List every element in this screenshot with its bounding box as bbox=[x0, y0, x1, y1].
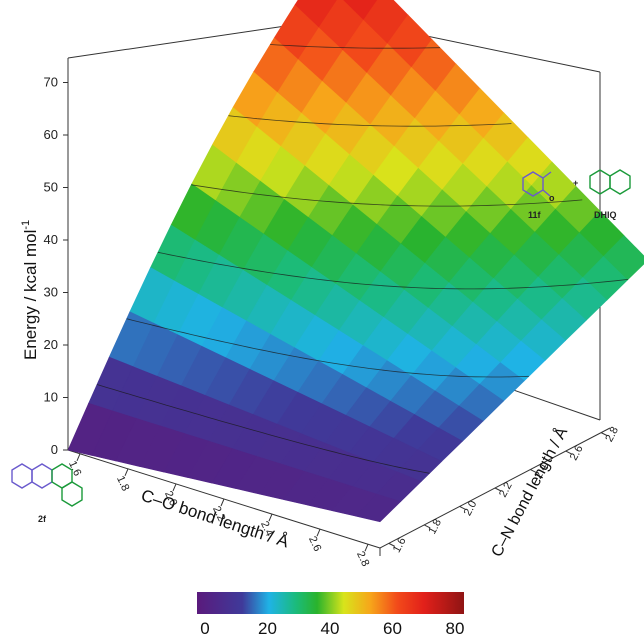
z-axis-title: Energy / kcal mol-1 bbox=[20, 220, 40, 360]
colorbar-tick-label: 80 bbox=[446, 619, 465, 637]
oxygen-atom-11f: o bbox=[549, 193, 555, 203]
molecule-dhiq-structure bbox=[590, 170, 630, 194]
y-tick-label: 2.2 bbox=[497, 480, 515, 499]
z-tick-label: 60 bbox=[44, 127, 58, 142]
molecule-11f-label: 11f bbox=[528, 210, 542, 220]
y-tick-label: 2.6 bbox=[568, 443, 586, 462]
z-tick-label: 20 bbox=[44, 337, 58, 352]
molecule-dhiq-label: DHIQ bbox=[594, 210, 617, 220]
z-axis-title-superscript: -1 bbox=[20, 220, 32, 230]
colorbar-tick-label: 60 bbox=[383, 619, 402, 637]
z-tick-label: 30 bbox=[44, 285, 58, 300]
colorbar-tick-label: 20 bbox=[258, 619, 277, 637]
z-tick-label: 0 bbox=[51, 442, 58, 457]
ring-dhiq-b bbox=[610, 170, 630, 194]
y-tick-label: 2.8 bbox=[603, 425, 621, 444]
colorbar-ticks: 0 20 40 60 80 bbox=[200, 619, 464, 637]
colorbar bbox=[197, 592, 464, 614]
colorbar-tick-label: 40 bbox=[321, 619, 340, 637]
x-tick-label: 1.8 bbox=[114, 474, 131, 493]
z-tick-label: 10 bbox=[44, 390, 58, 405]
x-tick-label: 2.8 bbox=[354, 549, 371, 568]
ring-oxazine bbox=[32, 464, 52, 488]
ring-benzo-right bbox=[62, 482, 82, 506]
molecule-2f-structure bbox=[12, 464, 82, 506]
ring-benzo-left bbox=[12, 464, 32, 488]
plus-sign: + bbox=[573, 178, 578, 188]
z-axis-ticks: 0 10 20 30 40 50 60 70 bbox=[44, 75, 68, 458]
z-axis-title-main: Energy / kcal mol bbox=[21, 230, 40, 360]
x-tick-label: 2.6 bbox=[306, 534, 323, 553]
colorbar-tick-label: 0 bbox=[200, 619, 209, 637]
y-tick-label: 1.8 bbox=[426, 517, 444, 536]
z-tick-label: 70 bbox=[44, 75, 58, 90]
molecule-2f-label: 2f bbox=[38, 514, 47, 524]
y-tick-label: 2.0 bbox=[462, 499, 480, 518]
y-tick-label: 1.6 bbox=[391, 536, 409, 555]
z-tick-label: 40 bbox=[44, 232, 58, 247]
z-tick-label: 50 bbox=[44, 180, 58, 195]
